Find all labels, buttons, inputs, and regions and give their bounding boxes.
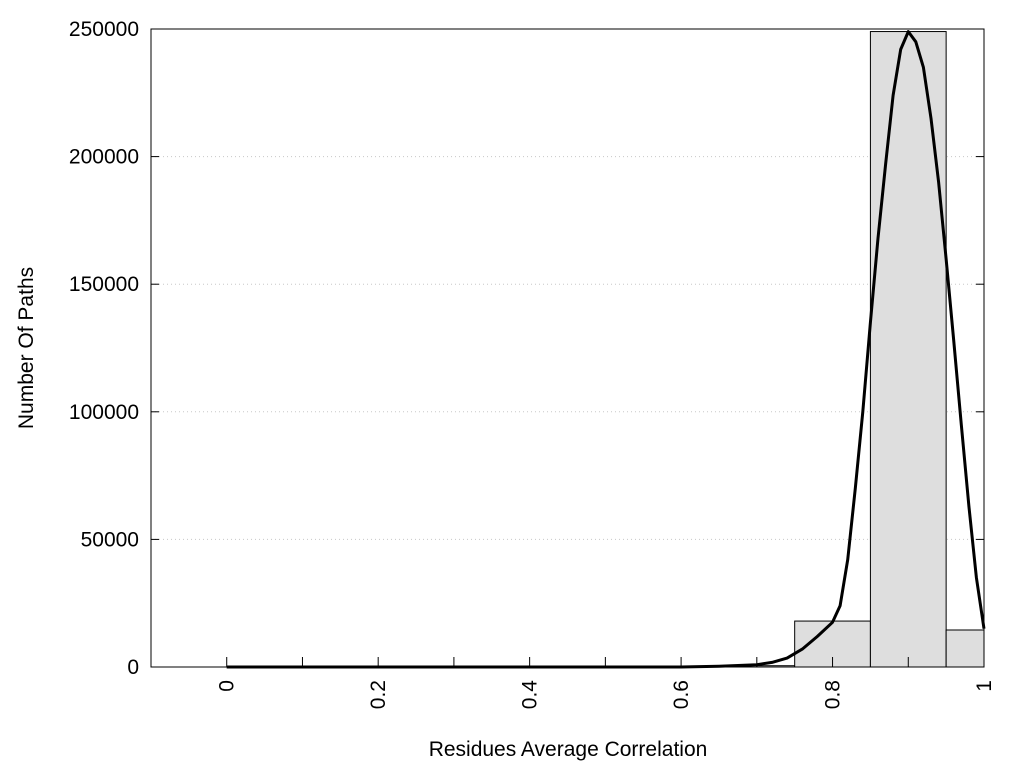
grid-layer <box>151 156 984 540</box>
x-tick-label: 0.2 <box>367 680 390 709</box>
y-axis-title: Number Of Paths <box>15 267 38 429</box>
x-tick-label: 1 <box>973 680 996 692</box>
x-tick-label: 0.8 <box>822 680 845 709</box>
y-tick-label: 150000 <box>69 273 139 296</box>
histogram-bar <box>945 629 985 668</box>
x-tick-label: 0.6 <box>670 680 693 709</box>
x-axis-title: Residues Average Correlation <box>429 738 708 761</box>
y-tick-label: 50000 <box>81 528 139 551</box>
x-tick-label: 0 <box>216 680 239 692</box>
plot-frame <box>150 28 985 668</box>
y-tick-label: 250000 <box>69 18 139 41</box>
x-tick-label: 0.4 <box>519 680 542 710</box>
bar-layer <box>756 31 985 668</box>
y-tick-label: 100000 <box>69 401 139 424</box>
y-tick-label: 0 <box>127 656 139 679</box>
histogram-bar <box>869 31 947 668</box>
tick-layer: 0 0.2 0.4 0.6 0.8 1 0 50000 100000 150000 200000 25… <box>69 18 996 709</box>
y-tick-label: 200000 <box>69 146 139 169</box>
